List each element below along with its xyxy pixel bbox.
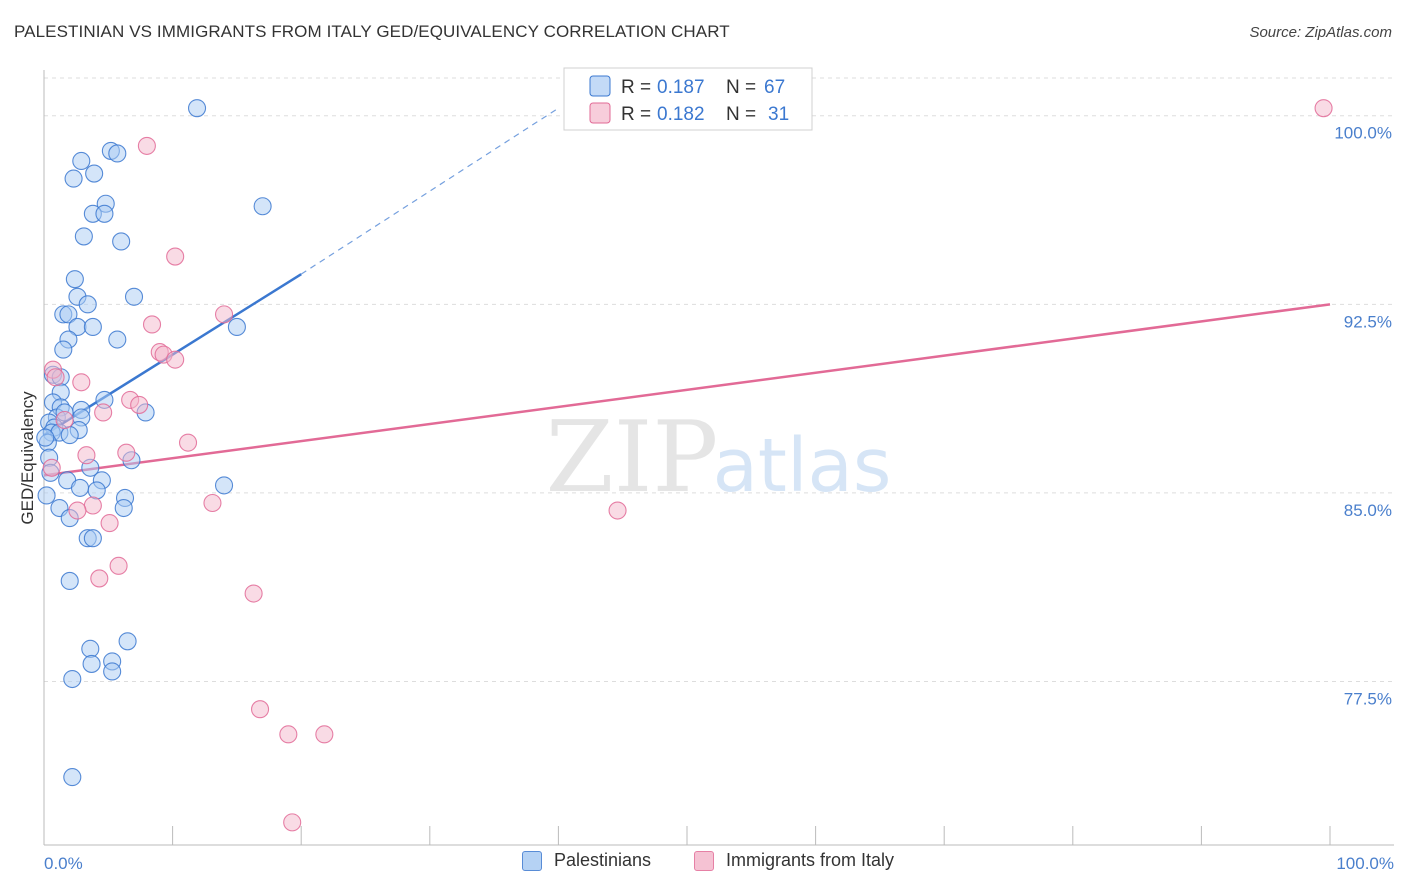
data-point-blue bbox=[63, 669, 82, 689]
legend-n-label-1: N = bbox=[726, 77, 756, 98]
data-point-pink bbox=[279, 725, 298, 744]
data-point-pink bbox=[46, 368, 65, 387]
legend-n-label-2: N = bbox=[726, 104, 756, 125]
data-point-pink bbox=[77, 446, 96, 465]
data-point-pink bbox=[137, 136, 156, 155]
data-point-pink bbox=[117, 443, 136, 462]
italy-swatch bbox=[694, 850, 714, 871]
data-point-pink bbox=[244, 584, 263, 603]
data-point-blue bbox=[63, 768, 82, 787]
x-tick-label: 0.0% bbox=[44, 854, 83, 873]
source-label: Source: ZipAtlas.com bbox=[1249, 24, 1392, 41]
data-point-blue bbox=[95, 204, 114, 223]
data-point-pink bbox=[203, 493, 222, 513]
data-point-pink bbox=[55, 410, 74, 430]
data-point-blue bbox=[78, 295, 97, 314]
data-point-pink bbox=[166, 247, 185, 266]
data-point-pink bbox=[283, 813, 302, 832]
data-point-blue bbox=[114, 498, 133, 518]
bottom-legend: Palestinians Immigrants from Italy bbox=[0, 850, 1406, 880]
palestinians-swatch bbox=[522, 850, 542, 871]
data-point-pink bbox=[42, 458, 61, 477]
bottom-legend-palestinians: Palestinians bbox=[522, 850, 651, 871]
data-point-blue bbox=[112, 232, 131, 251]
data-point-blue bbox=[83, 529, 102, 548]
legend-r-value-2: 0.182 bbox=[657, 104, 705, 125]
data-point-blue bbox=[37, 486, 56, 505]
watermark-atlas: atlas bbox=[713, 423, 892, 509]
data-point-pink bbox=[68, 501, 87, 520]
data-point-blue bbox=[60, 571, 79, 591]
data-point-pink bbox=[72, 373, 91, 392]
data-point-blue bbox=[65, 270, 84, 289]
data-point-pink bbox=[83, 496, 102, 515]
data-point-pink bbox=[94, 403, 113, 422]
data-point-blue bbox=[64, 169, 83, 188]
data-point-pink bbox=[178, 433, 198, 452]
data-point-blue bbox=[59, 305, 78, 324]
data-point-blue bbox=[108, 330, 127, 349]
legend-n-value-2: 31 bbox=[768, 104, 789, 125]
data-point-blue bbox=[83, 317, 102, 337]
data-point-pink bbox=[90, 569, 109, 588]
y-tick-label: 92.5% bbox=[1344, 312, 1392, 331]
data-point-blue bbox=[82, 654, 101, 673]
data-point-blue bbox=[70, 478, 90, 497]
legend-n-value-1: 67 bbox=[764, 77, 785, 98]
data-point-blue bbox=[103, 662, 122, 681]
legend-r-label-2: R = bbox=[621, 104, 651, 125]
data-point-blue bbox=[74, 227, 93, 246]
legend-r-value-1: 0.187 bbox=[657, 77, 705, 98]
data-point-pink bbox=[142, 315, 162, 334]
legend: R = 0.187 N = 67 R = 0.182 N = 31 bbox=[563, 67, 813, 131]
data-point-blue bbox=[227, 317, 246, 337]
data-point-blue bbox=[118, 632, 137, 651]
data-point-blue bbox=[108, 144, 127, 163]
data-point-blue bbox=[72, 151, 91, 171]
watermark: ZIP atlas bbox=[546, 401, 892, 515]
data-point-blue bbox=[187, 99, 207, 118]
watermark-zip: ZIP bbox=[546, 401, 719, 515]
italy-label: Immigrants from Italy bbox=[726, 850, 895, 870]
data-point-blue bbox=[60, 426, 79, 445]
y-tick-label: 100.0% bbox=[1334, 124, 1392, 143]
data-point-pink bbox=[214, 305, 234, 324]
data-point-pink bbox=[130, 395, 149, 414]
data-point-blue bbox=[81, 639, 100, 658]
palestinians-label: Palestinians bbox=[554, 850, 652, 870]
ticks: 100.0% 92.5% 85.0% 77.5% 0.0% 100.0% bbox=[44, 124, 1394, 873]
legend-r-label-1: R = bbox=[621, 77, 651, 98]
data-point-blue bbox=[124, 287, 144, 306]
data-point-pink bbox=[109, 556, 128, 575]
data-point-pink bbox=[250, 700, 270, 719]
data-point-pink bbox=[166, 350, 185, 369]
data-point-pink bbox=[1314, 99, 1333, 118]
legend-swatch-italy bbox=[589, 102, 611, 124]
data-point-pink bbox=[315, 725, 334, 744]
data-point-pink bbox=[608, 501, 627, 520]
bottom-legend-italy: Immigrants from Italy bbox=[694, 850, 894, 871]
data-points bbox=[36, 99, 1333, 832]
y-axis-label: GED/Equivalency bbox=[18, 391, 37, 525]
data-point-pink bbox=[100, 514, 119, 533]
y-tick-label: 77.5% bbox=[1344, 690, 1392, 709]
x-tick-label: 100.0% bbox=[1336, 854, 1394, 873]
trend-line-extension-blue bbox=[300, 107, 559, 275]
data-point-blue bbox=[85, 164, 104, 183]
y-tick-label: 85.0% bbox=[1344, 501, 1392, 520]
data-point-blue bbox=[54, 340, 73, 359]
data-point-blue bbox=[253, 197, 272, 216]
data-point-blue bbox=[214, 476, 234, 495]
legend-swatch-palestinians bbox=[589, 75, 611, 97]
trend-line-pink bbox=[43, 303, 1331, 477]
data-point-blue bbox=[36, 428, 55, 447]
chart-title: PALESTINIAN VS IMMIGRANTS FROM ITALY GED… bbox=[14, 22, 730, 41]
data-point-blue bbox=[87, 481, 106, 500]
